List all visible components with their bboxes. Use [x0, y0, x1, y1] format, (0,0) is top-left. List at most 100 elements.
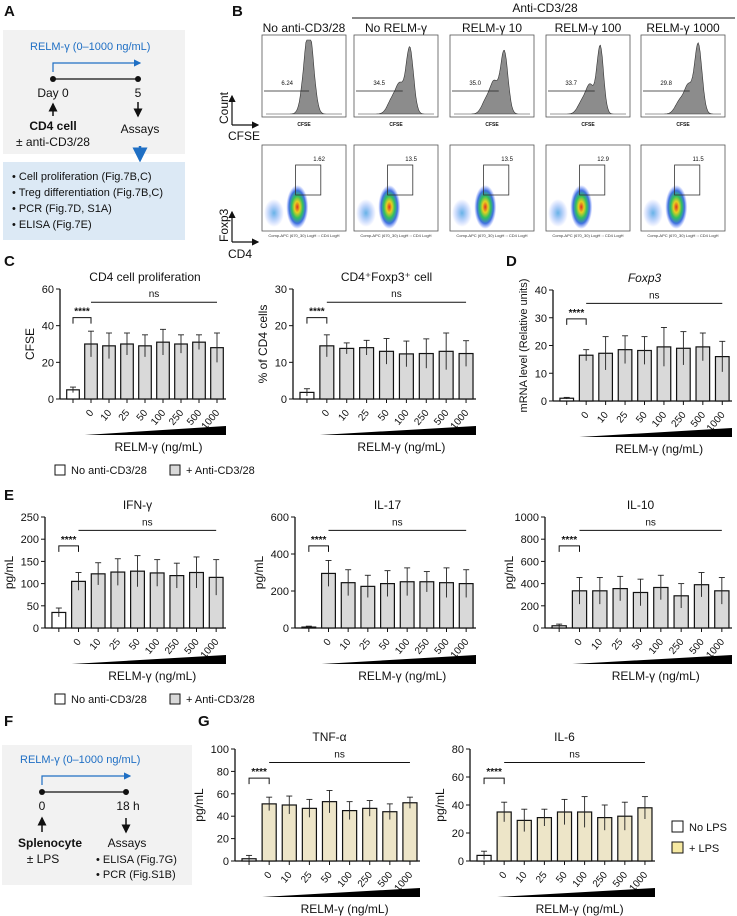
legend-no-lps: No LPS — [689, 822, 727, 834]
x-tick-label: 50 — [630, 637, 646, 653]
histogram-xlabel: CFSE — [297, 122, 311, 128]
x-tick-label: 50 — [127, 637, 143, 653]
x-axis-label: RELM-γ (ng/mL) — [615, 442, 703, 456]
x-tick-label: 100 — [336, 870, 355, 890]
x-tick-label: 10 — [279, 870, 295, 886]
y-tick-label: 0 — [48, 394, 54, 406]
foxp3-gate-value: 13.5 — [501, 157, 513, 163]
y-tick-label: 10 — [275, 357, 287, 369]
legend-swatch — [54, 464, 66, 476]
ns-label: ns — [569, 749, 580, 760]
ns-label: ns — [391, 289, 402, 300]
bar — [192, 341, 206, 400]
legend-plus-cd3: + Anti-CD3/28 — [186, 694, 255, 706]
histogram-gate-value: 29.8 — [660, 81, 672, 87]
legend-swatch — [54, 693, 66, 705]
x-tick-label: 50 — [319, 870, 335, 886]
y-tick-label: 0 — [533, 623, 539, 635]
dotplot-xlabel: Comp-APC (670_30) LogH :: CD4 LogH — [360, 233, 431, 238]
y-axis-label: CFSE — [23, 328, 37, 360]
ns-label: ns — [392, 517, 403, 528]
y-tick-label: 60 — [42, 284, 54, 296]
histogram — [645, 42, 721, 115]
timepoint-dot — [123, 789, 129, 795]
chart-title: IFN-γ — [123, 498, 152, 512]
panel-b-flow: Anti-CD3/28 Count CFSE Foxp3 CD4 No anti… — [217, 1, 735, 261]
ns-label: ns — [334, 749, 345, 760]
y-tick-label: 10 — [535, 368, 547, 380]
foxp3-gate — [674, 164, 701, 196]
bar — [402, 802, 418, 862]
histogram-xlabel: CFSE — [485, 122, 499, 128]
x-tick-label: 250 — [167, 408, 186, 428]
x-tick-label: 25 — [358, 637, 374, 653]
x-tick-label: 0 — [84, 408, 96, 420]
timepoint-dot — [135, 76, 141, 82]
x-axis-label: RELM-γ (ng/mL) — [114, 440, 202, 454]
chart-title: CD4⁺Foxp3⁺ cell — [341, 270, 432, 284]
flow-column-title: RELM-γ 1000 — [646, 21, 720, 35]
dotplot-cluster — [452, 199, 472, 227]
y-tick-label: 20 — [275, 321, 287, 333]
cell-label: Splenocyte — [18, 836, 82, 850]
dotplot-cluster — [643, 199, 663, 227]
x-tick-label: 0 — [579, 410, 591, 422]
foxp3-gate-value: 12.9 — [597, 157, 609, 163]
x-tick-label: 100 — [647, 637, 666, 657]
y-tick-label: 30 — [275, 284, 287, 296]
chart-title: TNF-α — [312, 730, 346, 744]
significance-stars: **** — [309, 307, 325, 318]
legend-plus-cd3: + Anti-CD3/28 — [186, 465, 255, 477]
histogram-gate-value: 34.5 — [373, 81, 385, 87]
significance-stars: **** — [311, 535, 327, 546]
y-tick-label: 400 — [271, 549, 289, 561]
timepoint-dot — [39, 789, 45, 795]
y-tick-label: 0 — [223, 856, 229, 868]
x-tick-label: 10 — [590, 637, 606, 653]
dose-wedge — [572, 655, 732, 664]
cell-label: CD4 cell — [29, 119, 76, 133]
x-tick-label: 10 — [336, 408, 352, 424]
panel-label-c: C — [4, 253, 15, 270]
assay-bullet: • PCR (Fig.S1B) — [96, 869, 176, 881]
dotplot-cluster — [665, 185, 688, 229]
histogram-xlabel: CFSE — [389, 122, 403, 128]
bar — [261, 803, 277, 862]
x-tick-label: 25 — [117, 408, 133, 424]
panel-label-d: D — [506, 253, 517, 270]
assay-bullet: • PCR (Fig.7D, S1A) — [12, 203, 112, 215]
legend-swatch — [671, 841, 684, 854]
x-tick-label: 10 — [338, 637, 354, 653]
legend-cd3: No anti-CD3/28 + Anti-CD3/28 — [54, 464, 255, 477]
x-tick-label: 100 — [143, 637, 162, 657]
significance-bracket — [248, 777, 270, 785]
panel-label-f: F — [4, 713, 13, 730]
x-tick-label: 10 — [514, 870, 530, 886]
x-axis-label: RELM-γ (ng/mL) — [358, 669, 446, 683]
foxp3-gate — [387, 164, 414, 196]
schematic-box — [2, 745, 192, 885]
x-tick-label: 100 — [393, 637, 412, 657]
y-axis-label: pg/mL — [2, 556, 16, 590]
x-tick-label: 25 — [615, 410, 631, 426]
dose-wedge — [321, 655, 476, 664]
stim-label: ± LPS — [27, 852, 60, 866]
y-axis-label: mRNA level (Relative units) — [518, 279, 530, 413]
x-tick-label: 100 — [393, 408, 412, 428]
y-tick-label: 40 — [452, 800, 464, 812]
timepoint-dot — [50, 76, 56, 82]
foxp3-gate-value: 13.5 — [405, 157, 417, 163]
y-tick-label: 20 — [535, 341, 547, 353]
chart-title: IL-17 — [374, 498, 402, 512]
chart-title: Foxp3 — [628, 271, 662, 285]
panel-f-schematic: RELM-γ (0–1000 ng/mL) 0 18 h Splenocyte … — [2, 745, 192, 885]
histogram — [550, 44, 626, 115]
flow-column-title: No RELM-γ — [365, 21, 427, 35]
x-tick-label: 50 — [634, 410, 650, 426]
dotplot-cluster — [286, 185, 309, 229]
y-tick-label: 1000 — [515, 512, 539, 524]
chart-title: IL-6 — [554, 730, 575, 744]
x-tick-label: 25 — [108, 637, 124, 653]
